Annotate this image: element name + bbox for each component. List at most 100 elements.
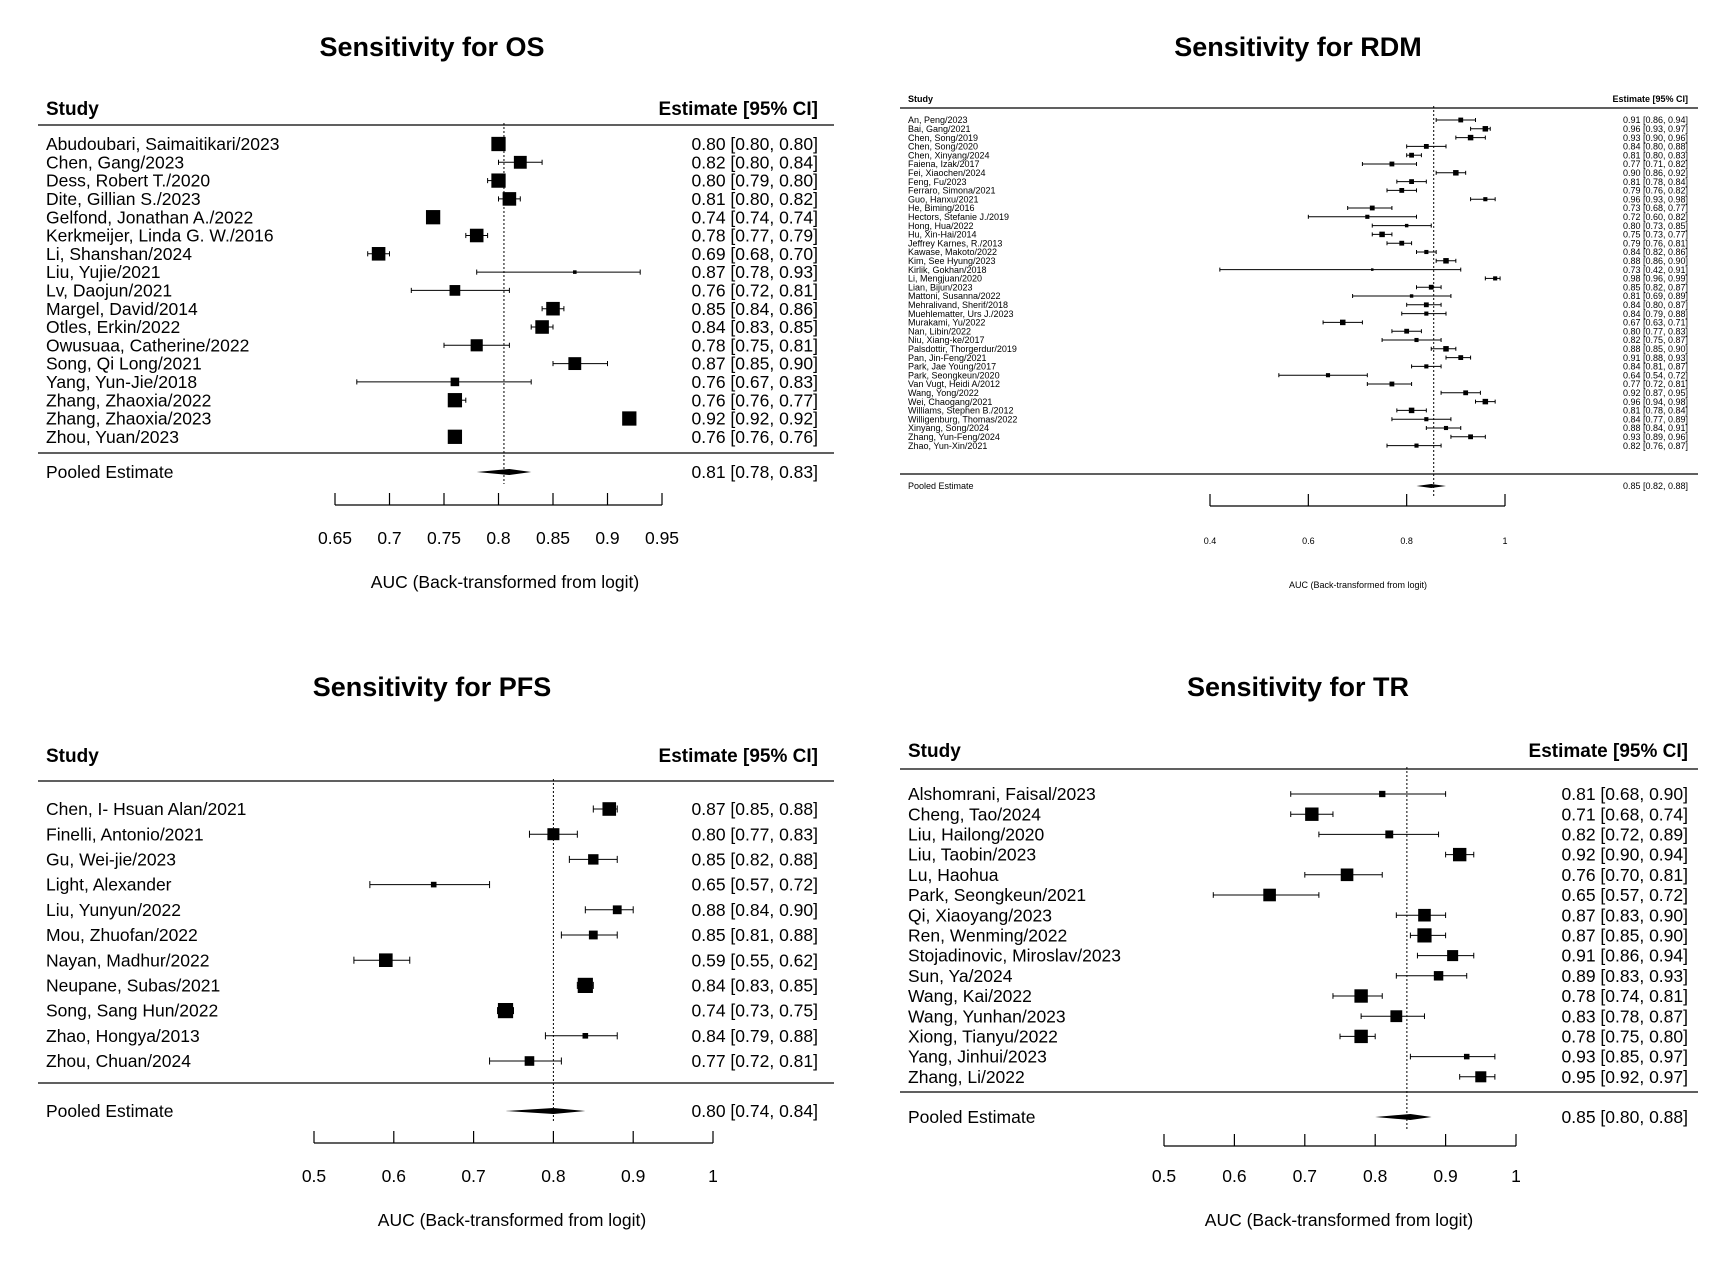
study-column-header: Study — [908, 94, 933, 104]
study-estimate-label: 0.87 [0.78, 0.93] — [692, 262, 819, 282]
x-tick-label: 0.8 — [1400, 536, 1413, 546]
study-estimate-marker — [1447, 950, 1459, 962]
study-estimate-marker — [1458, 355, 1464, 361]
study-estimate-label: 0.80 [0.79, 0.80] — [692, 171, 819, 191]
study-estimate-marker — [1424, 417, 1429, 422]
forest-panel: Sensitivity for PFS Study Estimate [95% CI… — [38, 672, 834, 1230]
study-estimate-marker — [1443, 425, 1449, 431]
study-estimate-marker — [1482, 398, 1489, 405]
x-tick-label: 0.5 — [302, 1166, 326, 1186]
study-estimate-label: 0.73 [0.42, 0.91] — [1623, 265, 1688, 275]
x-axis-label: AUC (Back-transformed from logit) — [1205, 1210, 1473, 1230]
x-tick-label: 0.6 — [1222, 1166, 1246, 1186]
x-tick-label: 0.75 — [427, 528, 461, 548]
study-estimate-marker — [1433, 971, 1444, 981]
study-name: Qi, Xiaoyang/2023 — [908, 905, 1052, 925]
study-estimate-marker — [1423, 143, 1429, 149]
study-name: Zhang, Zhaoxia/2023 — [46, 409, 211, 429]
x-tick-label: 0.65 — [318, 528, 352, 548]
study-name: Gelfond, Jonathan A./2022 — [46, 207, 253, 227]
study-name: Kerkmeijer, Linda G. W./2016 — [46, 226, 274, 246]
study-estimate-marker — [1428, 284, 1434, 290]
study-name: Liu, Yunyun/2022 — [46, 900, 181, 920]
x-tick-label: 0.95 — [645, 528, 679, 548]
study-name: Hectors, Stefanie J./2019 — [908, 212, 1009, 222]
study-estimate-marker — [1463, 390, 1469, 396]
study-estimate-marker — [450, 377, 460, 387]
study-name: Gu, Wei-jie/2023 — [46, 850, 176, 870]
x-tick-label: 0.6 — [1302, 536, 1315, 546]
study-estimate-label: 0.89 [0.83, 0.93] — [1562, 966, 1689, 986]
study-estimate-label: 0.92 [0.90, 0.94] — [1562, 845, 1689, 865]
study-name: Margel, David/2014 — [46, 299, 198, 319]
study-estimate-label: 0.85 [0.84, 0.86] — [692, 299, 819, 319]
study-estimate-label: 0.77 [0.71, 0.82] — [1623, 159, 1688, 169]
study-name: Hu, Xin-Hai/2014 — [908, 230, 977, 240]
x-tick-label: 0.9 — [1433, 1166, 1457, 1186]
study-name: Finelli, Antonio/2021 — [46, 824, 204, 844]
x-tick-label: 1 — [708, 1166, 718, 1186]
study-estimate-label: 0.92 [0.87, 0.95] — [1623, 388, 1688, 398]
study-estimate-marker — [612, 905, 622, 915]
study-estimate-marker — [447, 393, 463, 408]
study-name: Van Vugt, Heidi A/2012 — [908, 379, 1000, 389]
study-estimate-label: 0.90 [0.86, 0.92] — [1623, 168, 1688, 178]
study-estimate-label: 0.79 [0.76, 0.82] — [1623, 186, 1688, 196]
study-estimate-label: 0.76 [0.76, 0.76] — [692, 427, 819, 447]
study-name: Pan, Jin-Feng/2021 — [908, 353, 987, 363]
study-estimate-label: 0.93 [0.85, 0.97] — [1562, 1047, 1689, 1067]
study-estimate-marker — [1423, 302, 1429, 308]
study-estimate-label: 0.96 [0.93, 0.97] — [1623, 124, 1688, 134]
study-estimate-marker — [470, 339, 483, 352]
study-estimate-label: 0.76 [0.72, 0.81] — [692, 281, 819, 301]
study-estimate-marker — [582, 1033, 589, 1039]
study-estimate-label: 0.91 [0.86, 0.94] — [1623, 115, 1688, 125]
study-estimate-label: 0.84 [0.80, 0.87] — [1623, 300, 1688, 310]
study-estimate-label: 0.82 [0.72, 0.89] — [1562, 825, 1689, 845]
study-name: Jeffrey Karnes, R./2013 — [908, 238, 1002, 248]
study-name: Williams, Stephen B./2012 — [908, 406, 1014, 416]
study-name: Guo, Hanxu/2021 — [908, 194, 979, 204]
study-name: Willigenburg, Thomas/2022 — [908, 414, 1017, 424]
x-tick-label: 0.9 — [595, 528, 619, 548]
study-estimate-marker — [497, 1003, 514, 1019]
study-name: Yang, Jinhui/2023 — [908, 1047, 1047, 1067]
study-estimate-label: 0.81 [0.68, 0.90] — [1562, 784, 1689, 804]
study-name: Chen, Song/2019 — [908, 133, 978, 143]
study-name: Dess, Robert T./2020 — [46, 171, 210, 191]
study-estimate-label: 0.67 [0.63, 0.71] — [1623, 318, 1688, 328]
estimate-column-header: Estimate [95% CI] — [1529, 741, 1688, 762]
study-name: Zhao, Yun-Xin/2021 — [908, 441, 987, 451]
pooled-name: Pooled Estimate — [908, 481, 974, 491]
study-estimate-label: 0.84 [0.79, 0.88] — [1623, 309, 1688, 319]
study-name: Muehlematter, Urs J./2023 — [908, 309, 1014, 319]
study-name: Xinyang, Song/2024 — [908, 423, 989, 433]
study-estimate-label: 0.84 [0.77, 0.89] — [1623, 414, 1688, 424]
study-name: He, Biming/2016 — [908, 203, 975, 213]
study-estimate-label: 0.88 [0.85, 0.90] — [1623, 344, 1688, 354]
study-estimate-label: 0.93 [0.89, 0.96] — [1623, 432, 1688, 442]
study-estimate-marker — [1458, 117, 1464, 123]
study-name: Wang, Yunhan/2023 — [908, 1006, 1066, 1026]
study-name: Liu, Taobin/2023 — [908, 845, 1036, 865]
study-estimate-label: 0.80 [0.77, 0.83] — [1623, 326, 1688, 336]
estimate-column-header: Estimate [95% CI] — [1612, 94, 1688, 104]
study-estimate-marker — [1418, 908, 1431, 922]
study-name: Yang, Yun-Jie/2018 — [46, 372, 197, 392]
study-name: Stojadinovic, Miroslav/2023 — [908, 946, 1121, 966]
x-tick-label: 0.9 — [621, 1166, 645, 1186]
study-name: Ren, Wenming/2022 — [908, 926, 1067, 946]
x-tick-label: 0.7 — [1293, 1166, 1317, 1186]
study-estimate-label: 0.72 [0.60, 0.82] — [1623, 212, 1688, 222]
study-estimate-label: 0.87 [0.85, 0.88] — [692, 799, 819, 819]
study-name: Li, Mengjuan/2020 — [908, 274, 982, 284]
study-name: Bai, Gang/2021 — [908, 124, 971, 134]
study-estimate-marker — [602, 802, 617, 816]
study-column-header: Study — [46, 746, 99, 767]
study-estimate-label: 0.59 [0.55, 0.62] — [692, 950, 819, 970]
pooled-estimate-label: 0.81 [0.78, 0.83] — [692, 462, 819, 482]
study-name: Chen, Xinyang/2024 — [908, 150, 990, 160]
study-estimate-label: 0.80 [0.77, 0.83] — [692, 824, 819, 844]
study-estimate-marker — [1369, 205, 1375, 211]
study-name: Niu, Xiang-ke/2017 — [908, 335, 985, 345]
